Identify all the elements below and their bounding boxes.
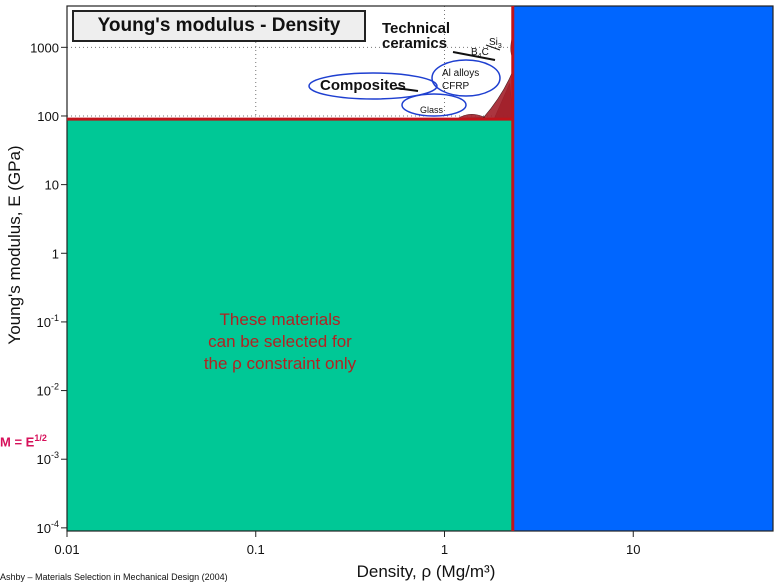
selected-region [67,119,513,531]
composites-outline [308,72,438,100]
annotation-cfrp: CFRP [442,81,470,92]
annotation-b4c-tail: C [481,47,489,58]
annotation-technical-ceramics: Technical ceramics [382,21,450,51]
composites-leader [395,87,419,92]
annotation-technical-line1: Technical [382,20,451,37]
source-caption: Ashby – Materials Selection in Mechanica… [0,572,228,582]
annotation-si-sub: 3 [497,43,502,50]
y-tick-label-6: 100 [37,109,59,124]
plot-border [66,5,774,532]
glass-outline [401,93,467,117]
y-tick-label-7: 1000 [30,40,59,55]
y-tick-label-5: 10 [45,178,59,193]
constraint-lines [67,6,515,531]
y-axis-title: Young's modulus, E (GPa) [5,145,24,344]
y-tick-label-3: 10-1 [37,313,59,330]
tick-layer: 0.01 0.1 1 10 10-4 10-3 10-2 10-1 1 10 100 1000 [30,40,640,557]
region-layer [67,6,773,531]
al-alloys-outline [431,59,501,97]
x-axis-title: Density, ρ (Mg/m³) [357,562,496,581]
annotation-composites: Composites [320,77,406,94]
annotation-si-text: Si [489,37,498,48]
y-tick-label-2: 10-2 [37,382,59,399]
index-label-text: M = E [0,434,35,450]
region-note-line3: the ρ constraint only [203,354,357,373]
si-leader [485,44,501,51]
annotation-glass: Glass [420,105,444,115]
y-tick-label-4: 1 [52,246,59,261]
material-bubble-1 [482,71,514,119]
annotation-b4c-sub: 4 [477,53,482,60]
rejected-region [512,6,773,531]
material-bubble-2 [456,113,485,119]
chart-title: Young's modulus - Density [72,10,366,42]
region-note: These materials can be selected for the … [150,309,410,375]
index-label: M = E1/2 [0,433,47,449]
y-tick-label-1: 10-3 [37,450,59,467]
x-tick-label-2: 1 [441,542,448,557]
annotation-si: Si3 [489,37,502,50]
x-tick-label-0: 0.01 [54,542,79,557]
annotation-technical-line2: ceramics [382,35,448,52]
x-tick-label-3: 10 [626,542,640,557]
y-tick-label-0: 10-4 [37,519,59,536]
annotation-b4c-text: B [471,47,478,58]
x-tick-label-1: 0.1 [247,542,265,557]
region-note-line2: can be selected for [208,332,352,351]
ceramics-leader [452,51,496,61]
index-label-exp: 1/2 [34,433,47,443]
annotation-al-alloys: Al alloys [442,68,480,79]
region-note-line1: These materials [219,310,341,329]
plot-frame [66,5,774,532]
annotation-b4c: B4C [471,47,489,60]
